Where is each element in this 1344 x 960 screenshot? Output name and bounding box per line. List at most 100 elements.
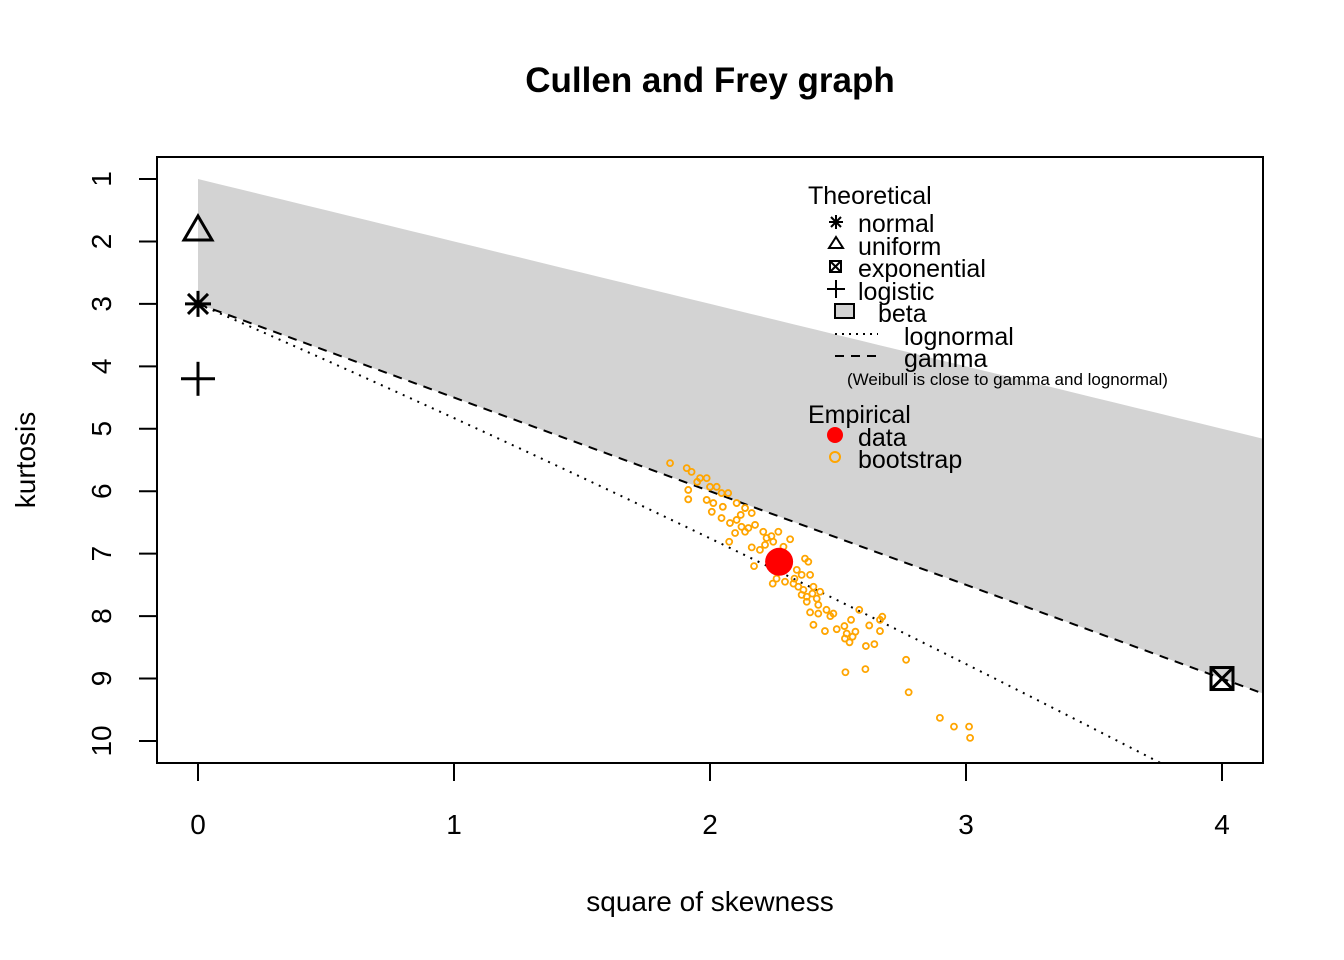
legend-gamma: gamma — [835, 345, 987, 373]
bootstrap-point — [865, 621, 874, 630]
bootstrap-point — [814, 609, 823, 618]
bootstrap-point — [759, 527, 768, 536]
plot-content — [197, 179, 1263, 763]
plus-icon — [827, 280, 845, 298]
y-tick-label: 9 — [86, 671, 117, 687]
bootstrap-point — [707, 507, 716, 516]
x-stroke — [1209, 666, 1235, 691]
bootstrap-point — [747, 509, 756, 517]
bootstrap-point — [747, 543, 756, 552]
bootstrap-point — [709, 499, 718, 507]
bootstrap-point — [792, 565, 801, 574]
logistic-marker — [181, 361, 215, 396]
bootstrap-point — [751, 521, 759, 529]
filled-circle-icon — [827, 427, 843, 443]
bootstrap-point — [772, 574, 781, 583]
bootstrap-point — [774, 527, 783, 536]
bootstrap-point — [802, 597, 811, 606]
legend-data: data — [827, 424, 907, 452]
legend-label: bootstrap — [858, 446, 962, 474]
bootstrap-point — [935, 713, 944, 722]
legend-label: logistic — [858, 278, 934, 306]
bootstrap-point — [750, 562, 758, 571]
bootstrap-point — [809, 620, 818, 629]
bootstrap-point — [797, 570, 806, 579]
bootstrap-point — [767, 532, 776, 541]
bootstrap-point — [732, 499, 741, 507]
x-tick-label: 1 — [446, 809, 462, 840]
bootstrap-point — [731, 529, 739, 537]
bootstrap-point — [797, 590, 806, 599]
legend-empirical-title: Empirical — [808, 401, 911, 429]
boxed-x-icon — [829, 260, 842, 273]
bootstrap-point — [804, 557, 813, 566]
bootstrap-point — [726, 519, 734, 527]
y-axis: 1 2 3 4 5 6 7 8 9 10 — [86, 171, 158, 757]
beta-region — [198, 179, 1263, 694]
bootstrap-point — [821, 627, 829, 635]
y-tick-label: 10 — [86, 725, 117, 756]
x-axis-label: square of skewness — [586, 886, 833, 917]
y-tick-label: 6 — [86, 483, 117, 499]
bootstrap-point — [808, 589, 817, 598]
legend-label: exponential — [858, 255, 986, 283]
bootstrap-point — [878, 612, 887, 621]
bootstrap-point — [732, 516, 741, 524]
bootstrap-point — [781, 577, 789, 586]
data-point — [765, 547, 794, 576]
y-tick-label: 7 — [86, 546, 117, 562]
legend-lognormal: lognormal — [835, 323, 1014, 351]
bootstrap-point — [741, 527, 749, 536]
x-axis: 0 1 2 3 4 — [190, 762, 1230, 840]
bootstrap-point — [712, 482, 721, 491]
legend-logistic: logistic — [827, 278, 934, 306]
legend-label: gamma — [904, 345, 987, 373]
bootstrap-point — [855, 605, 864, 614]
y-tick-label: 2 — [86, 234, 117, 250]
bootstrap-point — [848, 632, 857, 641]
y-tick-label: 8 — [86, 608, 117, 624]
plot-area — [181, 179, 1263, 763]
bootstrap-point — [862, 642, 870, 650]
y-tick-label: 5 — [86, 421, 117, 437]
legend-theoretical-title: Theoretical — [808, 182, 932, 210]
bootstrap-point — [840, 622, 849, 630]
bootstrap-point — [717, 514, 726, 522]
triangle-icon — [827, 235, 845, 249]
bootstrap-point — [845, 638, 854, 647]
legend-beta: beta — [834, 300, 927, 328]
x-tick-label: 2 — [702, 809, 718, 840]
bootstrap-point — [790, 574, 799, 583]
bootstrap-point — [950, 722, 958, 731]
legend-label: normal — [858, 210, 934, 238]
legend-label: lognormal — [904, 323, 1014, 351]
bootstrap-point — [902, 655, 910, 664]
lognormal-curve — [197, 302, 1163, 763]
open-circle-icon — [829, 451, 841, 463]
bootstrap-point — [870, 640, 879, 649]
bootstrap-point — [761, 540, 769, 549]
uniform-marker — [181, 212, 215, 242]
bootstrap-point — [966, 733, 974, 742]
x-tick-label: 0 — [190, 809, 206, 840]
y-tick-label: 3 — [86, 296, 117, 312]
bootstrap-point — [741, 504, 749, 512]
x-tick-label: 3 — [958, 809, 974, 840]
x-tick-label: 4 — [1214, 809, 1230, 840]
legend: Theoretical normal uniform exponential l… — [808, 182, 1168, 474]
legend-label: uniform — [858, 233, 941, 261]
bootstrap-point — [684, 495, 693, 504]
legend-uniform: uniform — [827, 233, 941, 261]
bootstrap-point — [684, 486, 693, 494]
bootstrap-point — [861, 665, 870, 674]
bootstrap-point — [786, 535, 795, 544]
bootstrap-point — [806, 608, 814, 617]
legend-bootstrap: bootstrap — [829, 446, 962, 474]
bootstrap-point — [826, 612, 835, 620]
legend-exponential: exponential — [829, 255, 986, 283]
box-stroke — [1209, 666, 1235, 692]
bootstrap-point — [736, 511, 745, 519]
bootstrap-point — [702, 474, 711, 482]
asterisk-icon — [829, 215, 843, 229]
